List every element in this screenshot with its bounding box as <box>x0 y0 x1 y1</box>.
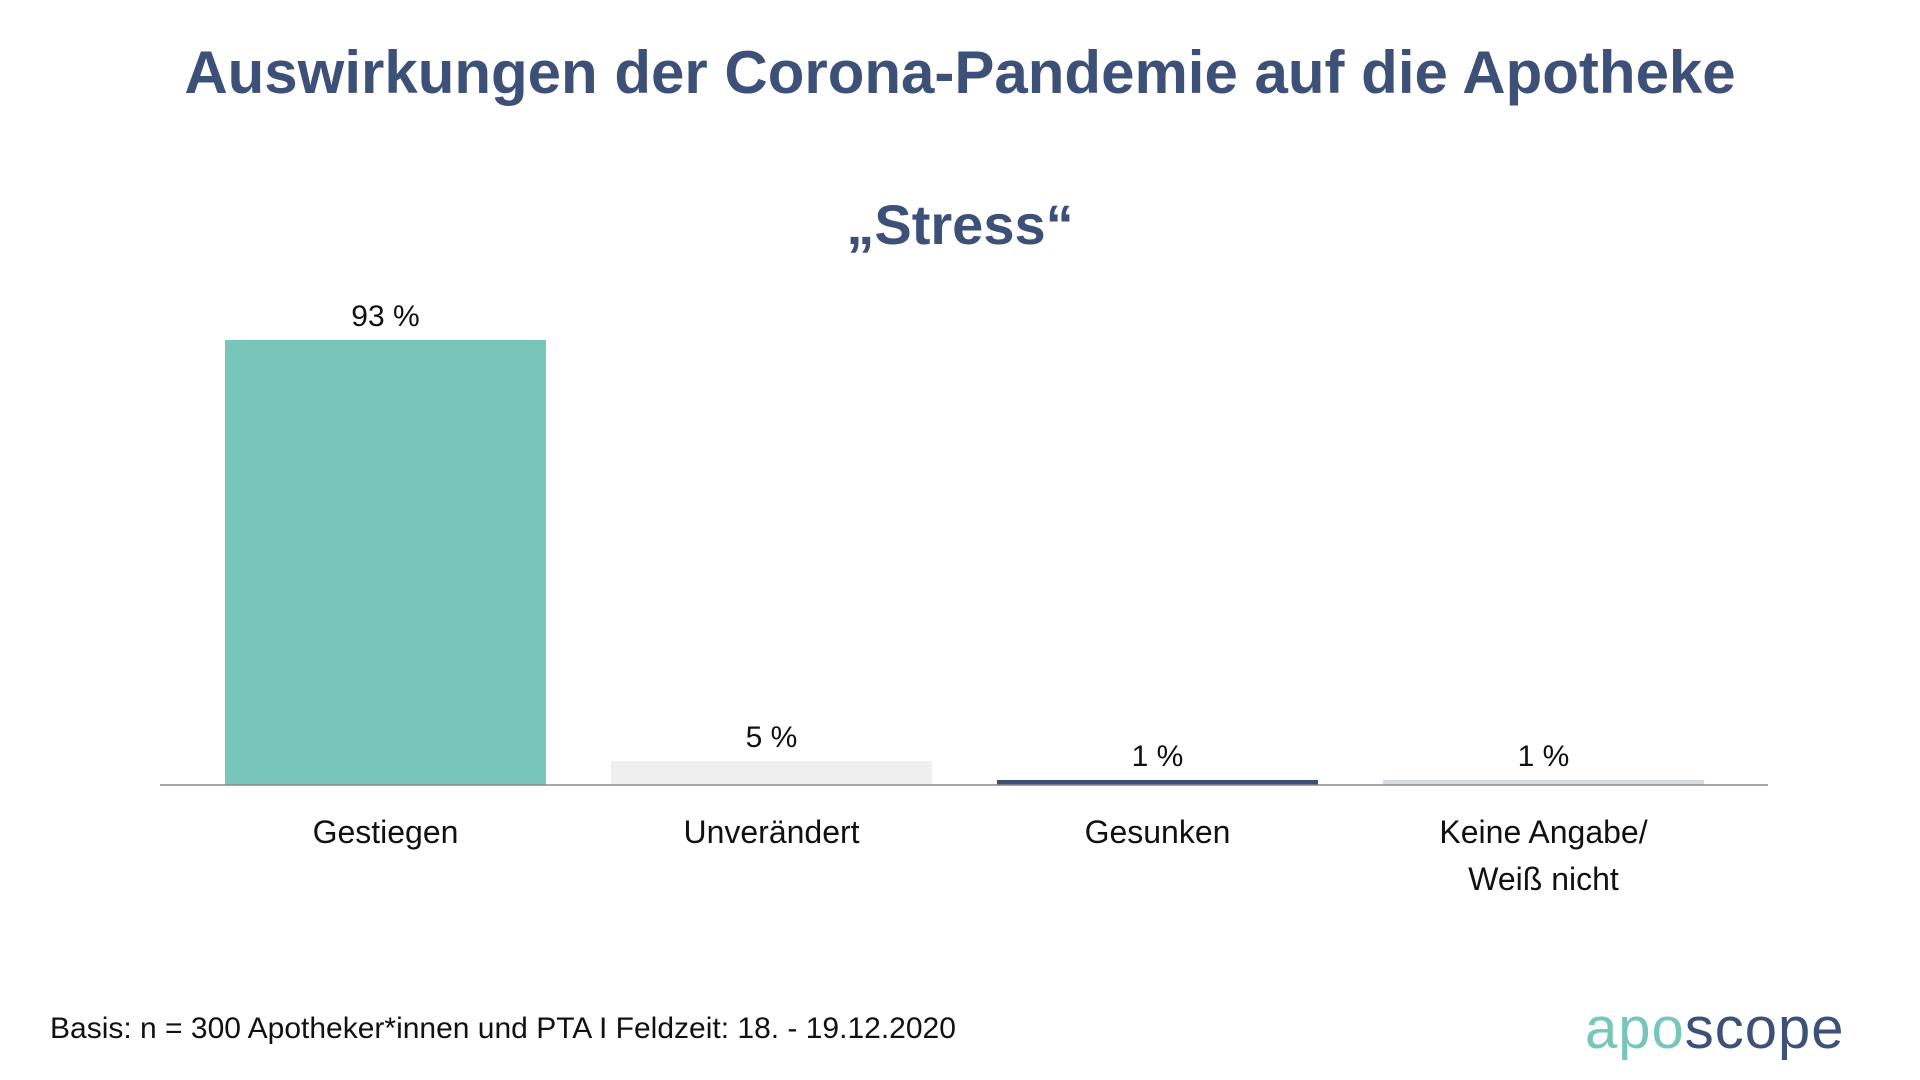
category-label-3: Keine Angabe/ <box>1439 814 1647 850</box>
category-label-1: Unverändert <box>683 814 859 850</box>
bar-1 <box>611 761 932 785</box>
data-label-2: 1 % <box>1132 740 1184 773</box>
data-label-3: 1 % <box>1518 740 1570 773</box>
bar-2 <box>997 780 1318 785</box>
logo-part-scope: scope <box>1684 996 1845 1061</box>
logo-part-apo: apo <box>1585 996 1685 1061</box>
data-label-0: 93 % <box>351 300 419 333</box>
category-label-2: Gesunken <box>1085 814 1231 850</box>
footnote: Basis: n = 300 Apotheker*innen und PTA I… <box>50 1012 956 1045</box>
aposcope-logo: aposcope <box>1585 995 1845 1062</box>
chart-subtitle: „Stress“ <box>846 193 1074 256</box>
bar-3 <box>1383 780 1704 785</box>
category-label-3: Weiß nicht <box>1468 861 1619 897</box>
chart-title: Auswirkungen der Corona-Pandemie auf die… <box>184 39 1736 106</box>
bar-0 <box>225 339 546 785</box>
data-label-1: 5 % <box>746 721 798 754</box>
category-label-0: Gestiegen <box>313 814 459 850</box>
